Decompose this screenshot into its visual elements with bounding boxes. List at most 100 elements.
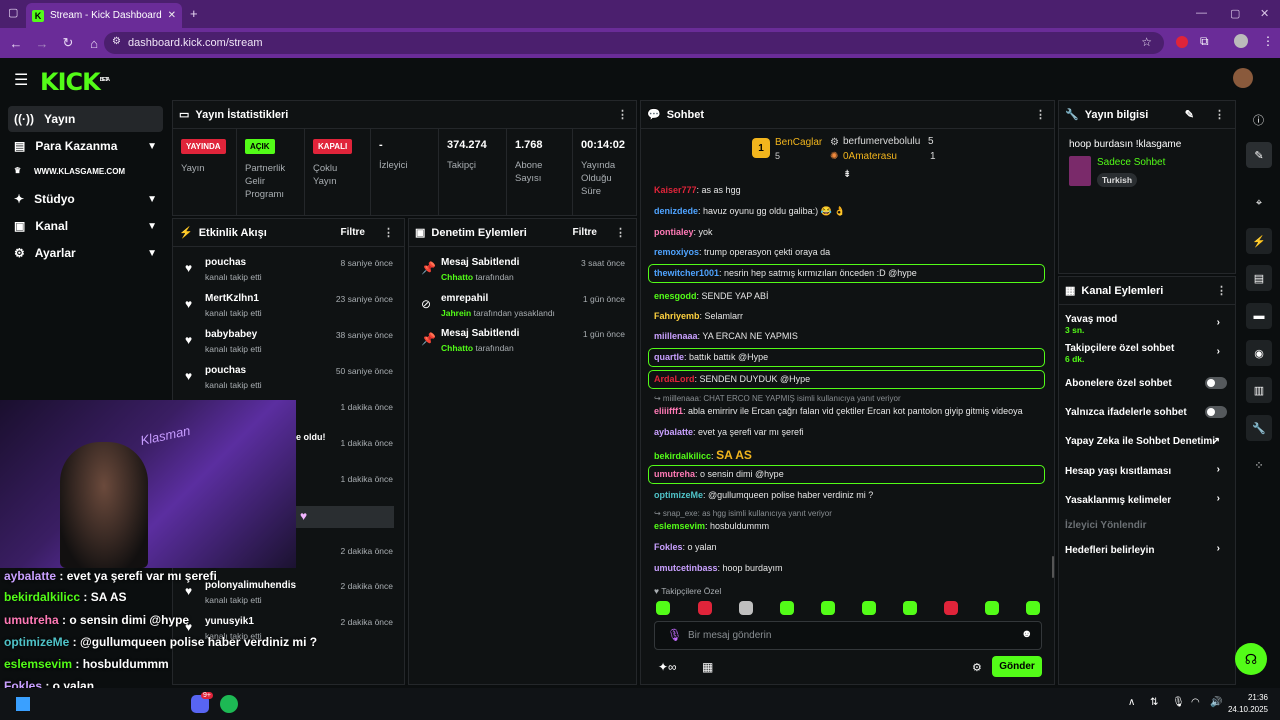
- activity-user[interactable]: pouchas: [205, 257, 247, 268]
- emote-button[interactable]: [780, 601, 794, 615]
- filter-button[interactable]: Filtre: [340, 227, 365, 238]
- emoji-icon[interactable]: ☻: [1021, 628, 1033, 640]
- chat-username[interactable]: Fokles: [654, 542, 683, 552]
- chat-message[interactable]: miillenaaa: YA ERCAN NE YAPMIS: [654, 331, 1049, 341]
- broadcast-rail-icon[interactable]: ◉: [1246, 340, 1272, 366]
- chat-message[interactable]: Kaiser777: as as hgg: [654, 185, 1049, 195]
- emote-button[interactable]: [903, 601, 917, 615]
- emote-button[interactable]: [739, 601, 753, 615]
- wrench-rail-icon[interactable]: 🔧: [1246, 415, 1272, 441]
- microphone-icon[interactable]: 🎙: [667, 628, 683, 642]
- discord-icon[interactable]: [191, 695, 209, 713]
- chat-message[interactable]: eslemsevim: hosbuldummm: [654, 521, 1049, 531]
- chat-message[interactable]: umutcetinbass: hoop burdayım: [654, 563, 1049, 573]
- category-name[interactable]: Sadece Sohbet: [1097, 157, 1166, 168]
- chat-message[interactable]: optimizeMe: @gullumqueen polise haber ve…: [654, 490, 1049, 500]
- chat-username[interactable]: optimizeMe: [654, 490, 704, 500]
- user-avatar[interactable]: [1233, 68, 1253, 88]
- reply-context[interactable]: ↪ snap_exe: as hgg isimli kullanıcıya ya…: [654, 509, 1049, 518]
- sidebar-item-studyo[interactable]: ✦ Stüdyo ▼: [8, 186, 163, 212]
- top-gifter-name[interactable]: BenCaglar: [775, 137, 823, 148]
- minimize-icon[interactable]: —: [1196, 7, 1207, 19]
- chat-message[interactable]: thewitcher1001: nesrin hep satmış kırmız…: [654, 268, 1049, 278]
- extension-icon[interactable]: [1176, 36, 1188, 48]
- document-rail-icon[interactable]: ▤: [1246, 265, 1272, 291]
- activity-item[interactable]: ♥ polonyalimuhendis kanalı takip etti 2 dak…: [173, 576, 405, 612]
- forward-icon[interactable]: →: [35, 35, 49, 51]
- account-age-row[interactable]: Hesap yaşı kısıtlaması ›: [1065, 464, 1230, 477]
- extensions-puzzle-icon[interactable]: ⧉: [1200, 34, 1209, 48]
- activity-user[interactable]: yunusyik1: [205, 616, 254, 627]
- sidebar-item-yayin[interactable]: ((·)) Yayın: [8, 106, 163, 132]
- emote-button[interactable]: [821, 601, 835, 615]
- reply-context[interactable]: ↪ miillenaaa: CHAT ERCO NE YAPMIŞ isimli…: [654, 394, 1049, 403]
- mic-tray-icon[interactable]: 🎙: [1172, 697, 1185, 708]
- kick-logo[interactable]: KICKBETA: [40, 68, 110, 96]
- new-tab-icon[interactable]: +: [190, 6, 198, 21]
- spotify-icon[interactable]: [220, 695, 238, 713]
- network-icon[interactable]: ⇅: [1150, 697, 1159, 708]
- chat-message[interactable]: Fokles: o yalan: [654, 542, 1049, 552]
- bookmark-star-icon[interactable]: ☆: [1141, 35, 1152, 49]
- moderation-item[interactable]: ⊘ emrepahil Jahrein tarafından yasakland…: [409, 289, 637, 325]
- chat-message[interactable]: pontialey: yok: [654, 227, 1049, 237]
- activity-user[interactable]: polonyalimuhendis: [205, 580, 297, 591]
- info-icon[interactable]: ⓘ: [1253, 115, 1264, 127]
- edit-rail-icon[interactable]: ✎: [1246, 142, 1272, 168]
- hamburger-menu-icon[interactable]: ☰: [14, 72, 29, 89]
- emote-button[interactable]: [1026, 601, 1040, 615]
- chat-input[interactable]: 🎙 Bir mesaj gönderin ☻: [654, 621, 1042, 650]
- chat-username[interactable]: umutreha: [654, 469, 696, 479]
- send-button[interactable]: Gönder: [992, 656, 1042, 677]
- apps-rail-icon[interactable]: ⁘: [1254, 459, 1264, 472]
- chat-scrollbar[interactable]: [1052, 556, 1054, 578]
- browser-tab[interactable]: K Stream - Kick Dashboard ✕: [26, 3, 182, 28]
- filter-button[interactable]: Filtre: [572, 227, 597, 238]
- slow-mode-row[interactable]: Yavaş mod 3 sn. ›: [1065, 314, 1230, 335]
- sidebar-item-ayarlar[interactable]: ⚙ Ayarlar ▼: [8, 240, 163, 266]
- top-gifter-name[interactable]: berfumervebolulu: [843, 136, 921, 147]
- chat-message[interactable]: remoxiyos: trump operasyon çekti oraya d…: [654, 247, 1049, 257]
- more-options-icon[interactable]: ⋮: [1216, 285, 1227, 297]
- chat-username[interactable]: bekirdalkilicc: [654, 451, 712, 461]
- moderator-name[interactable]: Chhatto: [441, 272, 474, 282]
- ai-moderation-row[interactable]: Yapay Zeka ile Sohbet Denetimi ↗: [1065, 436, 1230, 447]
- store-icon[interactable]: ▦: [702, 660, 714, 674]
- emotes-only-toggle[interactable]: [1205, 406, 1227, 418]
- clock-time[interactable]: 21:36: [1247, 693, 1268, 702]
- chat-username[interactable]: miillenaaa: [654, 331, 698, 341]
- edit-pencil-icon[interactable]: ✎: [1184, 109, 1194, 121]
- settings-gear-icon[interactable]: ⚙: [972, 662, 982, 674]
- chat-username[interactable]: Kaiser777: [654, 185, 697, 195]
- layout-rail-icon[interactable]: ▥: [1246, 377, 1272, 403]
- tag-chip[interactable]: Turkish: [1097, 173, 1138, 187]
- more-options-icon[interactable]: ⋮: [1214, 109, 1225, 121]
- url-field[interactable]: ⚙ dashboard.kick.com/stream ☆: [104, 32, 1164, 54]
- more-options-icon[interactable]: ⋮: [615, 227, 626, 239]
- chat-username[interactable]: aybalatte: [654, 427, 694, 437]
- chat-username[interactable]: umutcetinbass: [654, 563, 718, 573]
- activity-user[interactable]: babybabey: [205, 329, 258, 340]
- wifi-icon[interactable]: ◠: [1191, 697, 1200, 708]
- chat-username[interactable]: quartle: [654, 352, 685, 362]
- chat-username[interactable]: pontialey: [654, 227, 694, 237]
- activity-user[interactable]: MertKzlhn1: [205, 293, 259, 304]
- tab-list-icon[interactable]: ▢: [8, 7, 19, 19]
- goals-row[interactable]: Hedefleri belirleyin ›: [1065, 543, 1230, 556]
- top-gifter-name[interactable]: 0Amaterasu: [843, 151, 897, 162]
- reload-icon[interactable]: ↻: [62, 35, 74, 50]
- pinned-toggle-icon[interactable]: ⇟: [843, 169, 852, 180]
- chat-rail-icon[interactable]: ▬: [1246, 303, 1272, 329]
- clock-date[interactable]: 24.10.2025: [1227, 705, 1268, 714]
- chat-message[interactable]: ArdaLord: SENDEN DUYDUK @Hype: [654, 374, 1049, 384]
- chat-username[interactable]: Fahriyemb: [654, 311, 700, 321]
- chat-username[interactable]: denizdede: [654, 206, 699, 216]
- chat-message[interactable]: bekirdalkilicc: SA AS: [654, 448, 1049, 462]
- chat-username[interactable]: ArdaLord: [654, 374, 695, 384]
- sidebar-item-kanal[interactable]: ▣ Kanal ▼: [8, 213, 163, 239]
- activity-item[interactable]: ♥ babybabey kanalı takip etti 38 saniye önc…: [173, 325, 405, 361]
- chat-username[interactable]: thewitcher1001: [654, 268, 720, 278]
- tray-chevron-icon[interactable]: ∧: [1128, 697, 1136, 708]
- activity-item[interactable]: ♥ pouchas kanalı takip etti 50 saniye önce: [173, 361, 405, 397]
- support-headset-button[interactable]: ☊: [1235, 643, 1267, 675]
